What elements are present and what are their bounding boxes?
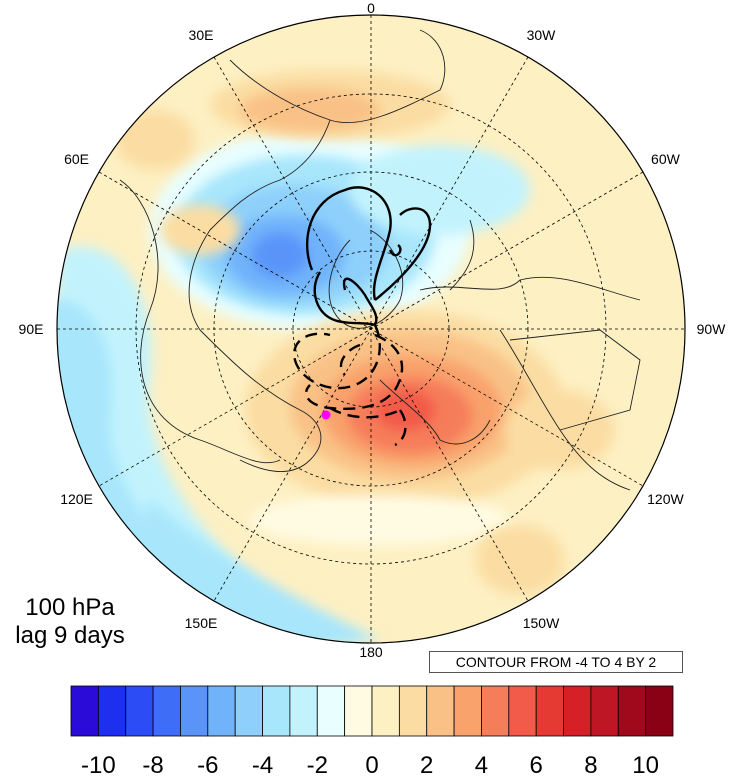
- colorbar-tick-label: -2: [306, 752, 328, 779]
- colorbar-swatch: [617, 685, 647, 737]
- colorbar-swatch: [262, 685, 291, 737]
- colorbar-tick-label: -10: [81, 752, 116, 779]
- lag-label: lag 9 days: [15, 622, 125, 649]
- colorbar-swatch: [289, 685, 318, 737]
- colorbar-tick-label: -8: [142, 752, 164, 779]
- colorbar-tick-label: 4: [474, 752, 489, 779]
- longitude-label: 30W: [526, 26, 556, 43]
- longitude-label: 0: [367, 0, 375, 16]
- longitude-label: 180: [359, 644, 383, 660]
- colorbar-swatch: [645, 685, 674, 737]
- colorbar-swatch: [316, 685, 346, 737]
- colorbar-swatch: [234, 685, 263, 737]
- colorbar-swatch: [590, 685, 619, 737]
- longitude-label: 120W: [647, 491, 684, 507]
- colorbar-swatch: [535, 685, 564, 737]
- shaded-anomaly-field: [57, 15, 685, 643]
- colorbar-swatch: [398, 685, 428, 737]
- longitude-label: 90E: [18, 321, 44, 337]
- contour-info-box: CONTOUR FROM -4 TO 4 BY 2: [429, 651, 683, 673]
- colorbar-tick-label: 8: [584, 752, 598, 779]
- colorbar-swatch: [152, 685, 181, 737]
- map-boundary: [56, 14, 686, 644]
- colorbar-tick-label: -6: [197, 752, 219, 779]
- colorbar-swatch: [125, 685, 154, 737]
- station-marker: [321, 410, 331, 420]
- longitude-label: 60E: [64, 151, 90, 167]
- colorbar-swatch: [344, 685, 373, 737]
- colorbar-swatch: [508, 685, 537, 737]
- contour-lines: [293, 186, 432, 447]
- colorbar-swatch: [453, 685, 482, 737]
- colorbar-swatch: [97, 685, 127, 737]
- colorbar-tick-label: 6: [529, 752, 543, 779]
- colorbar: [70, 685, 674, 737]
- colorbar-swatch: [180, 685, 209, 737]
- longitude-label: 120E: [60, 491, 93, 507]
- longitude-label: 150W: [522, 615, 560, 632]
- colorbar-tick-label: 0: [365, 752, 379, 779]
- longitude-label: 150E: [184, 615, 218, 632]
- longitude-label: 30E: [188, 26, 214, 43]
- colorbar-swatch: [426, 685, 455, 737]
- longitude-label: 90W: [696, 321, 726, 337]
- colorbar-swatch: [563, 685, 592, 737]
- colorbar-swatch: [371, 685, 400, 737]
- pressure-level-label: 100 hPa: [25, 594, 115, 621]
- colorbar-swatch: [481, 685, 510, 737]
- colorbar-swatch: [70, 685, 99, 737]
- colorbar-tick-label: -4: [251, 752, 274, 779]
- colorbar-tick-label: 10: [632, 752, 659, 779]
- longitude-label: 60W: [651, 151, 680, 167]
- colorbar-tick-label: 2: [420, 752, 434, 779]
- colorbar-swatch: [207, 685, 236, 737]
